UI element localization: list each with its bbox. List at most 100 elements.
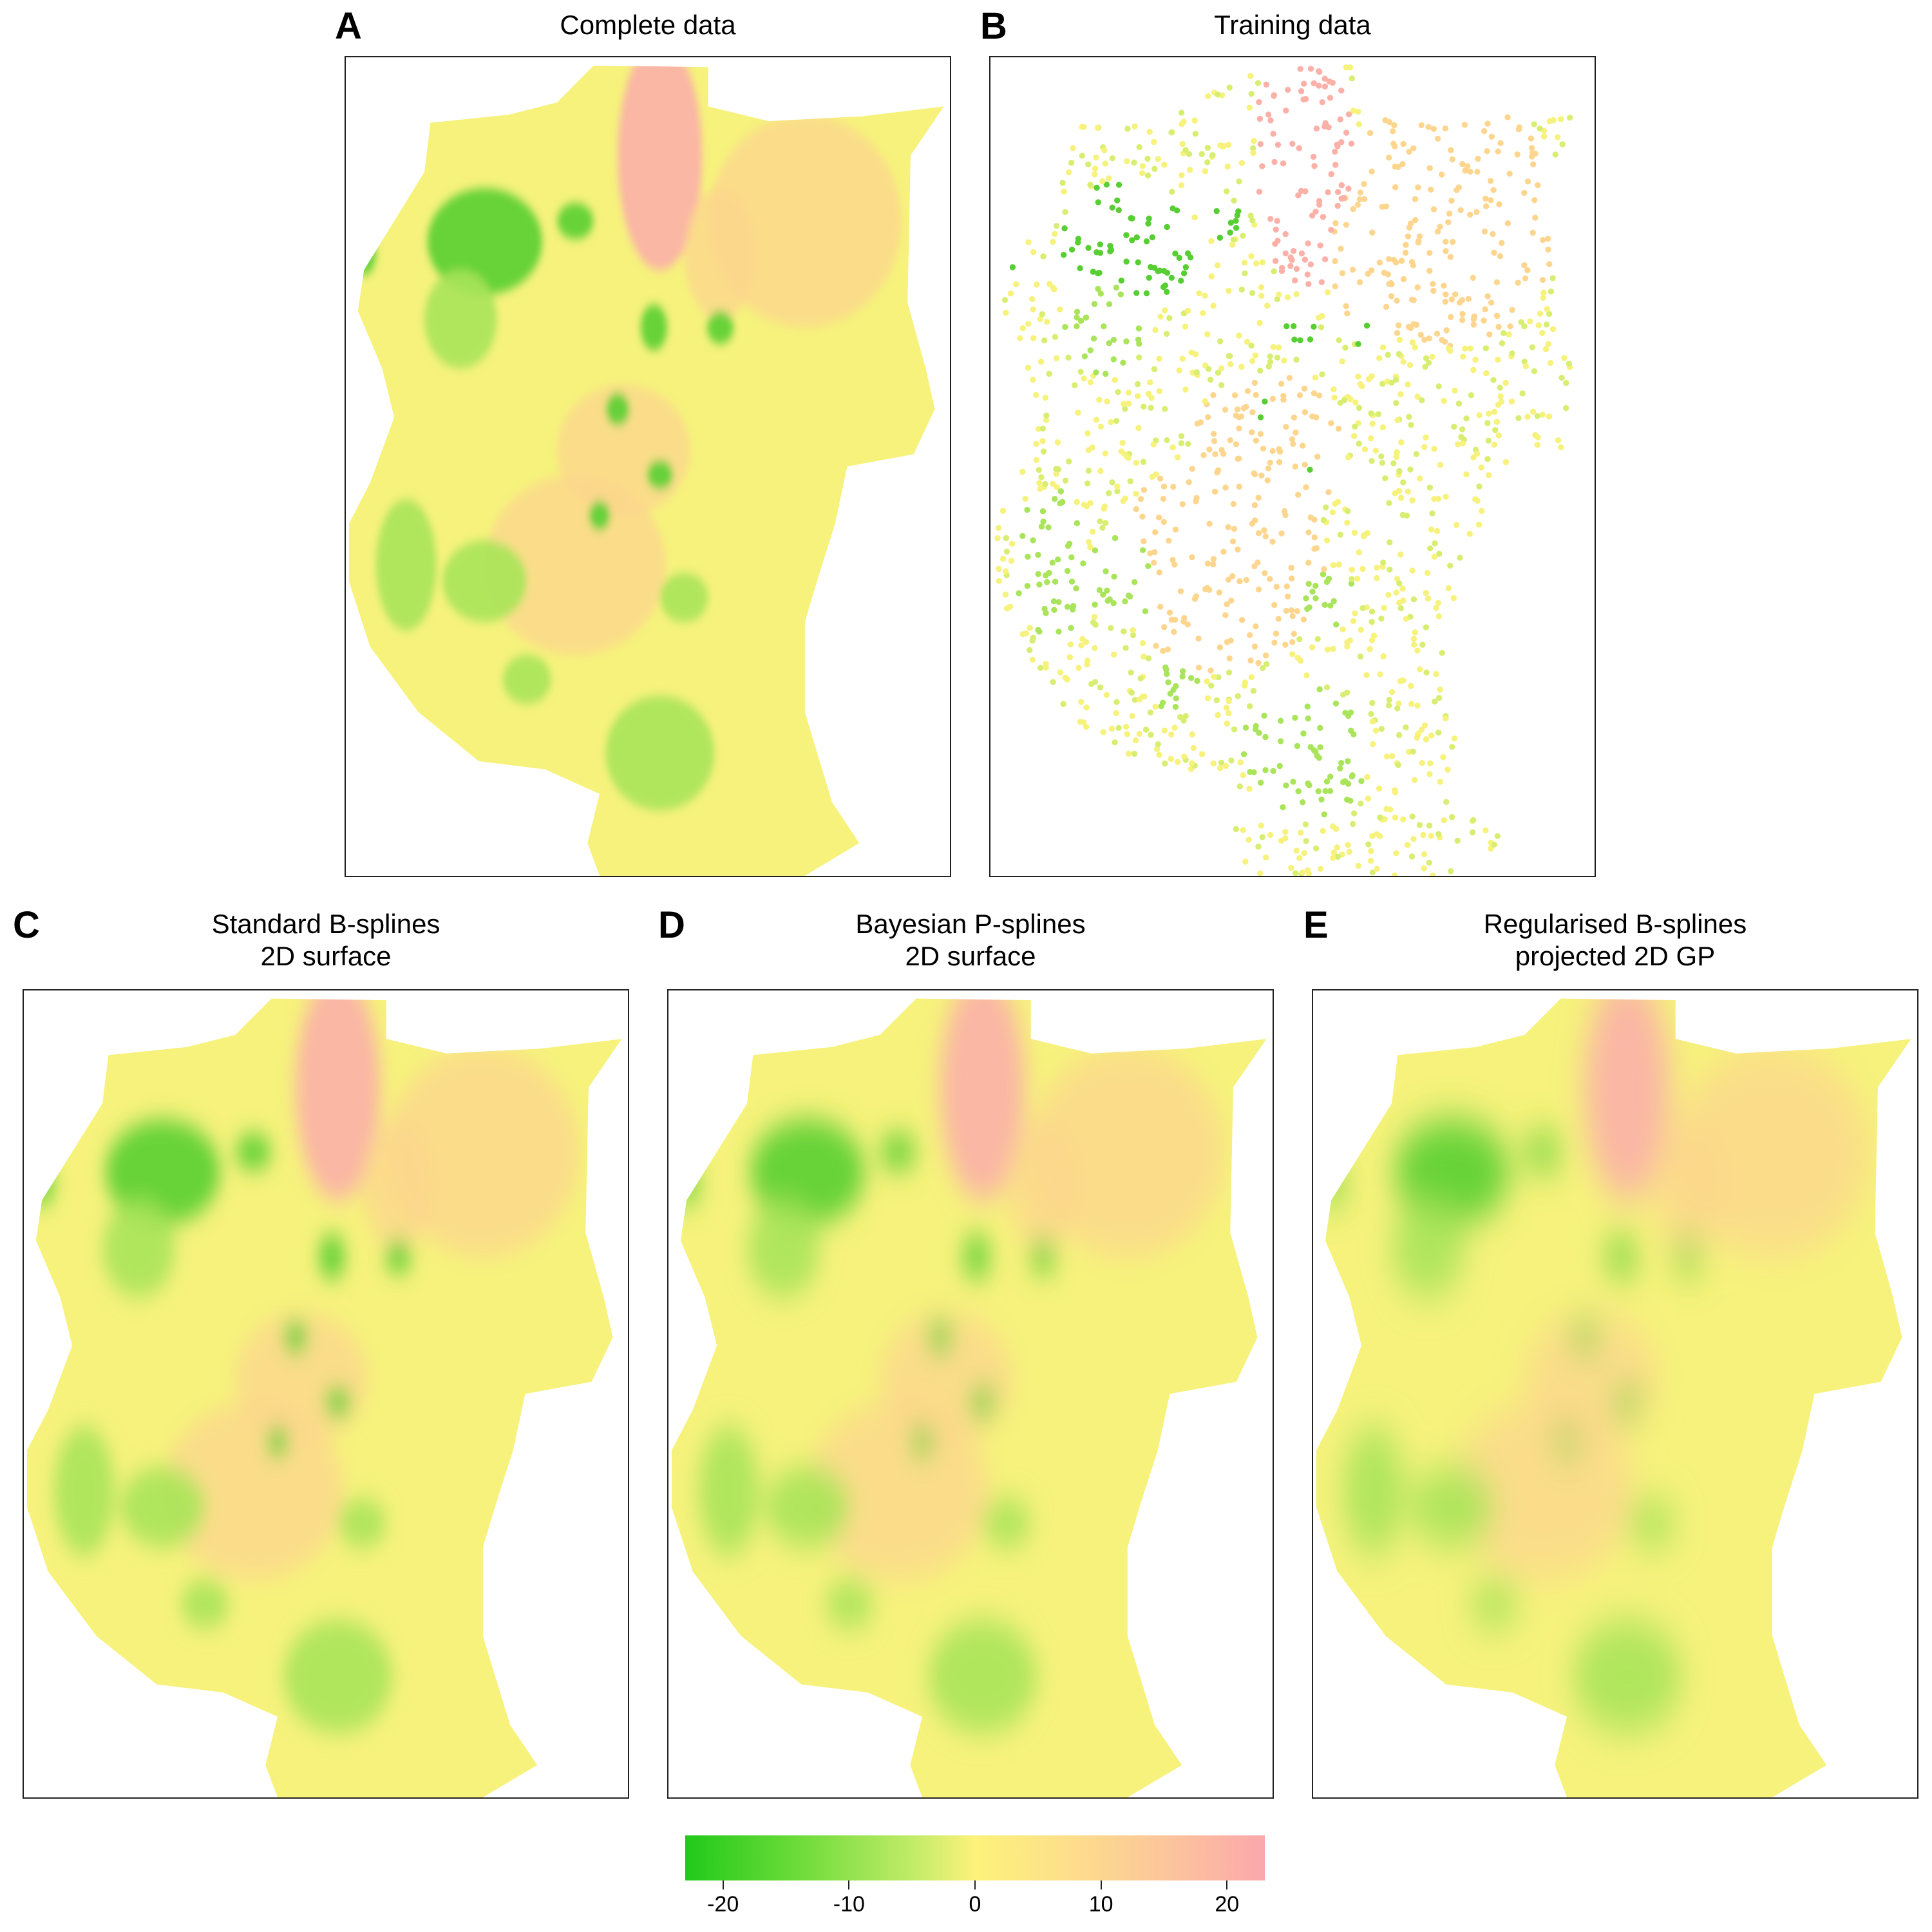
training-point bbox=[1051, 607, 1057, 613]
training-point bbox=[1466, 531, 1473, 537]
training-point bbox=[1368, 619, 1375, 625]
training-point bbox=[1262, 398, 1268, 405]
training-point bbox=[1093, 417, 1100, 423]
training-point bbox=[1186, 478, 1192, 486]
training-point bbox=[1302, 256, 1309, 263]
training-point bbox=[1009, 264, 1016, 270]
training-point bbox=[1073, 585, 1079, 592]
panel-title-d-line2: 2D surface bbox=[905, 941, 1036, 972]
training-point bbox=[1242, 679, 1249, 686]
training-point bbox=[1298, 829, 1304, 836]
training-point bbox=[1085, 538, 1092, 545]
training-point bbox=[1267, 576, 1273, 582]
value-patch-c-15 bbox=[283, 1620, 393, 1733]
training-point bbox=[1496, 201, 1502, 207]
training-point bbox=[1152, 327, 1159, 334]
training-point bbox=[1110, 600, 1117, 607]
training-point bbox=[1218, 382, 1225, 388]
training-point bbox=[1347, 64, 1354, 71]
training-point bbox=[1188, 675, 1195, 681]
training-point bbox=[1421, 336, 1428, 343]
training-point bbox=[1213, 697, 1220, 704]
training-point bbox=[1400, 816, 1406, 823]
training-point bbox=[1388, 293, 1395, 299]
training-point bbox=[1009, 540, 1016, 547]
training-point bbox=[1147, 379, 1153, 386]
training-point bbox=[1443, 238, 1449, 245]
training-point bbox=[1294, 743, 1301, 750]
training-point bbox=[1162, 282, 1169, 289]
training-point bbox=[1408, 259, 1416, 265]
training-point bbox=[1044, 318, 1050, 325]
value-patch-d-16 bbox=[765, 1466, 850, 1548]
training-point bbox=[1068, 625, 1074, 631]
training-point bbox=[1491, 249, 1497, 256]
training-point bbox=[1425, 595, 1432, 602]
training-point bbox=[1305, 529, 1312, 536]
training-point bbox=[1059, 498, 1066, 506]
training-point bbox=[1066, 654, 1074, 661]
training-point bbox=[1369, 833, 1376, 840]
training-point bbox=[1476, 412, 1482, 419]
training-point bbox=[1204, 560, 1211, 567]
training-point bbox=[1358, 800, 1364, 807]
training-point bbox=[1267, 831, 1274, 838]
training-point bbox=[1179, 140, 1186, 147]
training-point bbox=[1148, 732, 1154, 738]
training-point bbox=[1037, 665, 1044, 671]
training-point bbox=[1180, 118, 1187, 125]
training-point bbox=[1102, 160, 1109, 167]
training-point bbox=[1127, 478, 1133, 484]
training-point bbox=[1409, 813, 1416, 820]
training-point bbox=[1041, 337, 1048, 344]
training-point bbox=[1348, 140, 1355, 147]
training-point bbox=[1217, 142, 1224, 149]
training-point bbox=[1566, 361, 1572, 367]
training-point bbox=[1347, 709, 1354, 716]
training-point bbox=[1447, 254, 1454, 260]
training-point bbox=[1332, 500, 1338, 507]
training-point bbox=[1341, 778, 1349, 784]
training-point bbox=[1251, 563, 1258, 570]
training-point bbox=[1330, 645, 1336, 652]
training-point bbox=[1443, 493, 1449, 500]
training-point bbox=[1174, 454, 1181, 460]
training-point bbox=[1382, 117, 1388, 124]
training-point bbox=[1432, 698, 1438, 705]
training-point bbox=[1036, 480, 1043, 486]
training-point bbox=[1302, 95, 1309, 102]
training-point bbox=[1292, 870, 1299, 876]
training-point bbox=[1160, 495, 1167, 502]
training-point bbox=[1317, 242, 1323, 249]
training-point bbox=[1261, 712, 1267, 719]
training-point bbox=[1379, 459, 1386, 466]
training-point bbox=[1113, 699, 1120, 705]
training-point bbox=[1141, 693, 1148, 700]
training-point bbox=[1443, 327, 1450, 334]
training-point bbox=[1124, 158, 1130, 165]
training-point bbox=[1495, 432, 1502, 439]
training-point bbox=[1256, 189, 1263, 195]
training-point bbox=[1409, 497, 1416, 504]
training-point bbox=[1289, 639, 1296, 645]
training-point bbox=[1295, 192, 1302, 198]
training-point bbox=[1521, 262, 1528, 269]
panel-letter-d: D bbox=[658, 904, 685, 946]
training-point bbox=[1465, 296, 1472, 302]
training-point bbox=[1443, 248, 1449, 254]
training-point bbox=[1168, 731, 1175, 738]
training-point bbox=[1243, 576, 1249, 583]
training-point bbox=[1242, 270, 1248, 277]
training-point bbox=[1226, 287, 1232, 294]
training-point bbox=[1244, 388, 1251, 395]
training-point bbox=[1423, 434, 1429, 440]
training-point bbox=[1160, 624, 1168, 630]
training-point bbox=[1328, 171, 1334, 178]
value-patch-e-3 bbox=[1452, 1402, 1634, 1580]
training-point bbox=[1430, 287, 1437, 294]
training-point bbox=[1094, 124, 1101, 131]
training-point bbox=[1410, 145, 1417, 151]
training-point bbox=[1488, 845, 1494, 852]
training-point bbox=[1345, 758, 1351, 764]
training-point bbox=[1459, 310, 1466, 317]
